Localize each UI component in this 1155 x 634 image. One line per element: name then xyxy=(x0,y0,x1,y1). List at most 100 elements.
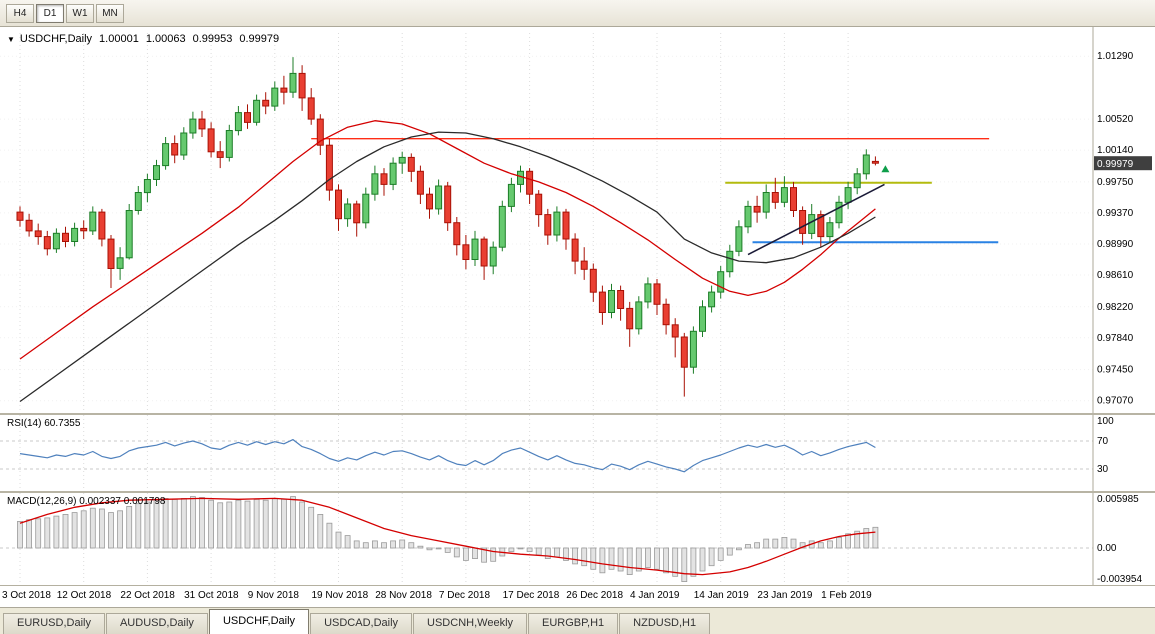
candle xyxy=(862,149,870,180)
timeframe-button-mn[interactable]: MN xyxy=(96,3,124,23)
price-axis[interactable]: 1.01290 1.00520 1.00140 0.99750 0.99370 0.989… xyxy=(1097,51,1134,407)
date-label: 31 Oct 2018 xyxy=(184,590,239,601)
macd-bar xyxy=(581,547,588,567)
candle xyxy=(189,111,197,139)
candle xyxy=(344,198,352,227)
panel-splitter[interactable] xyxy=(0,491,1155,493)
tab-nzdusd-h1[interactable]: NZDUSD,H1 xyxy=(619,613,711,634)
macd-bar xyxy=(189,496,196,549)
current-price-badge xyxy=(1094,156,1152,171)
macd-axis-label: 0.005985 xyxy=(1097,494,1139,505)
candle xyxy=(790,181,797,217)
candle xyxy=(134,186,142,215)
macd-bar xyxy=(708,547,715,567)
candle-body xyxy=(16,211,24,221)
macd-bar xyxy=(290,496,296,549)
candle xyxy=(571,233,579,275)
macd-bar xyxy=(608,547,615,570)
macd-bar xyxy=(253,498,260,549)
candle xyxy=(853,168,861,195)
tab-eurgbp-h1[interactable]: EURGBP,H1 xyxy=(528,613,619,634)
macd-bar xyxy=(362,542,369,549)
candle xyxy=(289,57,297,98)
candle-body xyxy=(480,238,488,267)
candle xyxy=(162,137,170,170)
macd-bar xyxy=(790,538,797,549)
macd-bar xyxy=(745,544,751,549)
macd-bar xyxy=(171,498,178,549)
rsi-canvas[interactable]: 100 70 30 xyxy=(0,415,1155,491)
candle xyxy=(753,195,761,223)
macd-bar xyxy=(317,513,324,549)
candle xyxy=(480,236,488,280)
price-axis-label: 0.97070 xyxy=(1097,396,1134,407)
tab-usdcnh-weekly[interactable]: USDCNH,Weekly xyxy=(413,613,528,634)
candle xyxy=(517,165,524,193)
time-axis[interactable]: 3 Oct 2018 12 Oct 2018 22 Oct 2018 31 Oct 2… xyxy=(0,585,1155,607)
candle-body xyxy=(526,170,534,195)
macd-bar xyxy=(490,547,497,562)
candle-body xyxy=(134,192,142,211)
price-chart-panel[interactable]: 1.01290 1.00520 1.00140 0.99750 0.99370 0.989… xyxy=(0,27,1155,413)
tab-eurusd-daily[interactable]: EURUSD,Daily xyxy=(3,613,105,634)
macd-bar xyxy=(845,533,851,549)
candle-body xyxy=(799,210,807,234)
candle-body xyxy=(253,99,261,123)
macd-bar xyxy=(645,547,651,568)
tab-usdcad-daily[interactable]: USDCAD,Daily xyxy=(310,613,413,634)
candle xyxy=(662,298,670,335)
candle-body xyxy=(89,211,97,232)
candle xyxy=(25,213,33,237)
panel-splitter[interactable] xyxy=(0,413,1155,415)
candle-body xyxy=(808,214,816,234)
macd-bar xyxy=(390,540,397,549)
price-axis-label: 0.98220 xyxy=(1097,302,1134,313)
date-label: 7 Dec 2018 xyxy=(438,590,491,601)
candle-body xyxy=(43,236,51,250)
macd-bar xyxy=(235,499,242,549)
candle-body xyxy=(498,205,506,248)
candle-body xyxy=(435,185,443,210)
candle-body xyxy=(98,211,106,240)
tab-audusd-daily[interactable]: AUDUSD,Daily xyxy=(105,613,208,634)
macd-bar xyxy=(763,538,770,549)
candle xyxy=(307,88,315,125)
rsi-indicator-panel[interactable]: 100 70 30 RSI(14) 60.7355 xyxy=(0,415,1155,491)
candle-body xyxy=(826,222,834,238)
candle xyxy=(280,75,288,105)
price-axis-label: 0.98990 xyxy=(1097,239,1134,250)
timeframe-button-d1[interactable]: D1 xyxy=(36,3,64,23)
candle-body xyxy=(635,301,643,330)
macd-bar xyxy=(554,547,560,558)
price-chart-canvas[interactable]: 1.01290 1.00520 1.00140 0.99750 0.99370 0.989… xyxy=(0,27,1155,413)
candle-body xyxy=(371,173,379,195)
macd-bar xyxy=(17,520,23,549)
candle xyxy=(726,244,734,278)
date-label: 1 Feb 2019 xyxy=(821,590,872,601)
candle-body xyxy=(271,87,279,107)
macd-bar xyxy=(699,547,706,572)
timeframe-button-h4[interactable]: H4 xyxy=(6,3,34,23)
macd-bar xyxy=(836,537,842,549)
candle xyxy=(780,176,788,208)
macd-indicator-panel[interactable]: 0.005985 0.00 -0.003954 MACD(12,26,9) 0.00… xyxy=(0,493,1155,585)
candle xyxy=(871,156,879,166)
macd-bar xyxy=(444,547,451,553)
candle xyxy=(198,110,206,137)
candle-body xyxy=(844,187,852,203)
macd-axis-label: -0.003954 xyxy=(1097,574,1142,585)
price-axis-label: 0.98610 xyxy=(1097,270,1134,281)
date-label: 12 Oct 2018 xyxy=(56,590,112,601)
candle xyxy=(316,114,324,155)
candle xyxy=(562,208,570,250)
macd-canvas[interactable]: 0.005985 0.00 -0.003954 xyxy=(0,493,1155,585)
macd-bar xyxy=(26,519,33,549)
candle xyxy=(325,138,333,201)
tab-usdchf-daily[interactable]: USDCHF,Daily xyxy=(208,609,310,634)
timeframe-button-w1[interactable]: W1 xyxy=(66,3,94,23)
candle xyxy=(234,106,242,136)
candle xyxy=(608,283,615,319)
candle xyxy=(462,235,470,270)
macd-bar xyxy=(126,505,133,549)
candle-body xyxy=(189,118,197,134)
